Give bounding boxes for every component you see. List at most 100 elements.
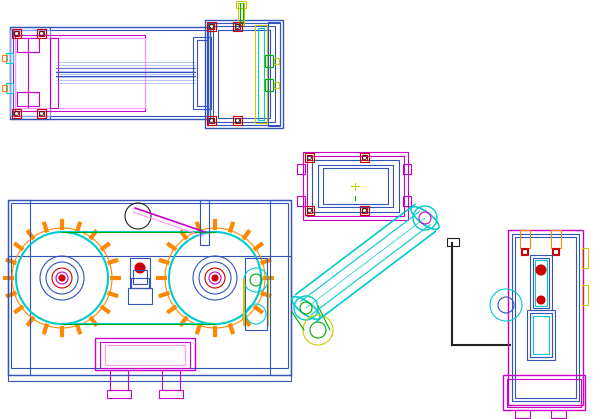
Bar: [307, 155, 312, 160]
Bar: [233, 22, 242, 31]
Bar: [503, 375, 585, 410]
Circle shape: [537, 296, 545, 304]
Bar: [447, 238, 459, 246]
Bar: [39, 31, 44, 36]
Bar: [268, 22, 280, 126]
Bar: [553, 249, 558, 254]
Bar: [14, 111, 19, 116]
Bar: [305, 153, 314, 162]
Bar: [13, 30, 207, 116]
Bar: [552, 248, 559, 255]
Bar: [15, 38, 145, 108]
Bar: [39, 111, 44, 116]
Bar: [533, 316, 549, 354]
Bar: [197, 40, 207, 106]
Bar: [297, 164, 305, 174]
Bar: [245, 258, 267, 330]
Circle shape: [135, 263, 145, 273]
Bar: [233, 116, 242, 125]
Bar: [235, 24, 240, 29]
Bar: [8, 256, 291, 381]
Bar: [12, 29, 21, 38]
Circle shape: [536, 265, 546, 275]
Bar: [8, 200, 291, 375]
Bar: [521, 248, 528, 255]
Bar: [110, 370, 128, 390]
Bar: [520, 230, 530, 248]
Bar: [255, 25, 267, 123]
Bar: [205, 20, 283, 128]
Bar: [360, 206, 369, 215]
Bar: [312, 160, 399, 212]
Bar: [507, 379, 581, 407]
Bar: [213, 26, 275, 122]
Bar: [530, 255, 552, 310]
Bar: [527, 310, 555, 360]
Bar: [133, 270, 147, 284]
Bar: [362, 155, 367, 160]
Bar: [2, 55, 7, 61]
Bar: [105, 345, 185, 365]
Bar: [265, 79, 273, 91]
Bar: [508, 230, 583, 405]
Bar: [12, 109, 21, 118]
Bar: [236, 1, 246, 8]
Bar: [360, 153, 369, 162]
Bar: [6, 53, 13, 63]
Bar: [270, 200, 291, 375]
Bar: [303, 152, 408, 220]
Bar: [10, 27, 210, 119]
Bar: [512, 234, 579, 401]
Bar: [128, 288, 152, 304]
Bar: [307, 208, 312, 213]
Bar: [362, 208, 367, 213]
Bar: [208, 23, 280, 125]
Bar: [17, 38, 39, 52]
Bar: [159, 390, 183, 398]
Bar: [274, 82, 279, 88]
Bar: [297, 196, 305, 206]
Bar: [95, 338, 195, 370]
Bar: [533, 258, 549, 308]
Circle shape: [212, 275, 218, 281]
Bar: [14, 31, 19, 36]
Bar: [200, 200, 209, 245]
Bar: [8, 200, 30, 375]
Bar: [274, 58, 279, 64]
Bar: [323, 168, 388, 204]
Bar: [131, 278, 149, 288]
Bar: [207, 22, 216, 31]
Bar: [522, 249, 527, 254]
Bar: [37, 109, 46, 118]
Bar: [535, 260, 547, 306]
Bar: [11, 203, 288, 368]
Bar: [403, 164, 411, 174]
Bar: [10, 30, 50, 116]
Bar: [238, 3, 244, 25]
Bar: [530, 313, 552, 357]
Bar: [265, 55, 273, 67]
Bar: [162, 370, 180, 390]
Bar: [307, 156, 404, 216]
Bar: [209, 24, 214, 29]
Bar: [582, 285, 588, 305]
Bar: [209, 118, 214, 123]
Bar: [130, 258, 150, 288]
Bar: [207, 116, 216, 125]
Bar: [258, 28, 264, 120]
Bar: [17, 92, 39, 106]
Bar: [235, 118, 240, 123]
Bar: [218, 30, 270, 118]
Bar: [515, 410, 530, 418]
Bar: [403, 196, 411, 206]
Bar: [551, 230, 561, 248]
Bar: [318, 165, 393, 207]
Bar: [15, 35, 145, 111]
Bar: [10, 27, 50, 119]
Bar: [6, 83, 13, 93]
Bar: [2, 85, 7, 91]
Bar: [37, 29, 46, 38]
Bar: [582, 248, 588, 268]
Bar: [551, 410, 566, 418]
Bar: [305, 206, 314, 215]
